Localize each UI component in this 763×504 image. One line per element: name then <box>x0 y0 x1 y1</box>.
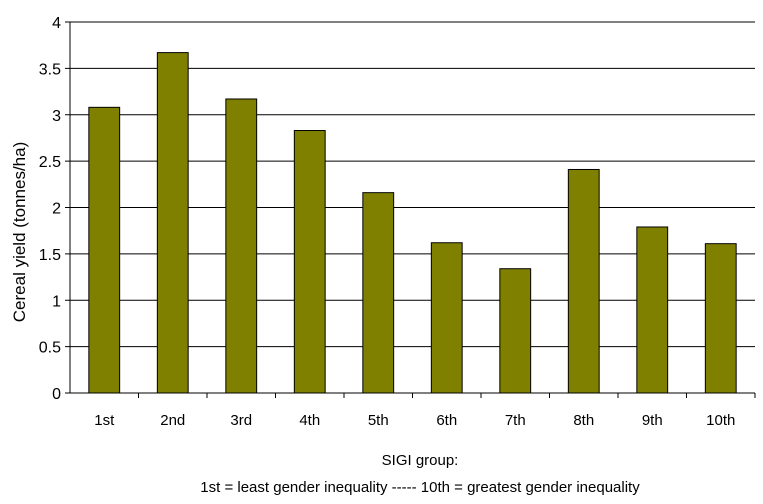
bar-2nd <box>156 52 189 394</box>
x-tick-label: 4th <box>299 412 320 429</box>
y-tick-label: 3 <box>52 108 61 125</box>
bar-10th <box>704 243 737 394</box>
bar-6th <box>430 242 463 394</box>
x-tick-label: 6th <box>436 412 457 429</box>
x-tick-label: 10th <box>706 412 735 429</box>
x-tick-label: 7th <box>505 412 526 429</box>
x-tick-label: 1st <box>94 412 115 429</box>
y-tick-label: 1.5 <box>39 247 61 264</box>
y-axis-label: Cereal yield (tonnes/ha) <box>10 142 29 322</box>
x-axis-note: 1st = least gender inequality ----- 10th… <box>200 479 640 496</box>
bar-1st <box>88 106 121 394</box>
y-tick-label: 4 <box>52 15 61 32</box>
bars <box>88 52 737 394</box>
y-tick-label: 2 <box>52 201 61 218</box>
x-tick-label: 3rd <box>230 412 252 429</box>
bar-4th <box>293 130 326 394</box>
x-tick-label: 8th <box>573 412 594 429</box>
x-tick-label: 5th <box>368 412 389 429</box>
bar-9th <box>636 226 669 394</box>
bar-8th <box>567 168 600 394</box>
x-axis-label: SIGI group: <box>382 452 459 469</box>
x-tick-label: 2nd <box>160 412 185 429</box>
bar-5th <box>362 192 395 394</box>
x-tick-label: 9th <box>642 412 663 429</box>
bar-3rd <box>225 98 258 394</box>
y-tick-labels: 0 0.5 1 1.5 2 2.5 3 3.5 4 <box>39 15 61 403</box>
bar-7th <box>499 268 532 394</box>
y-tick-label: 1 <box>52 293 61 310</box>
y-tick-label: 2.5 <box>39 154 61 171</box>
x-tick-labels: 1st 2nd 3rd 4th 5th 6th 7th 8th 9th 10th <box>94 412 735 429</box>
axes <box>65 21 756 398</box>
y-tick-label: 3.5 <box>39 61 61 78</box>
y-tick-label: 0.5 <box>39 340 61 357</box>
y-tick-label: 0 <box>52 386 61 403</box>
